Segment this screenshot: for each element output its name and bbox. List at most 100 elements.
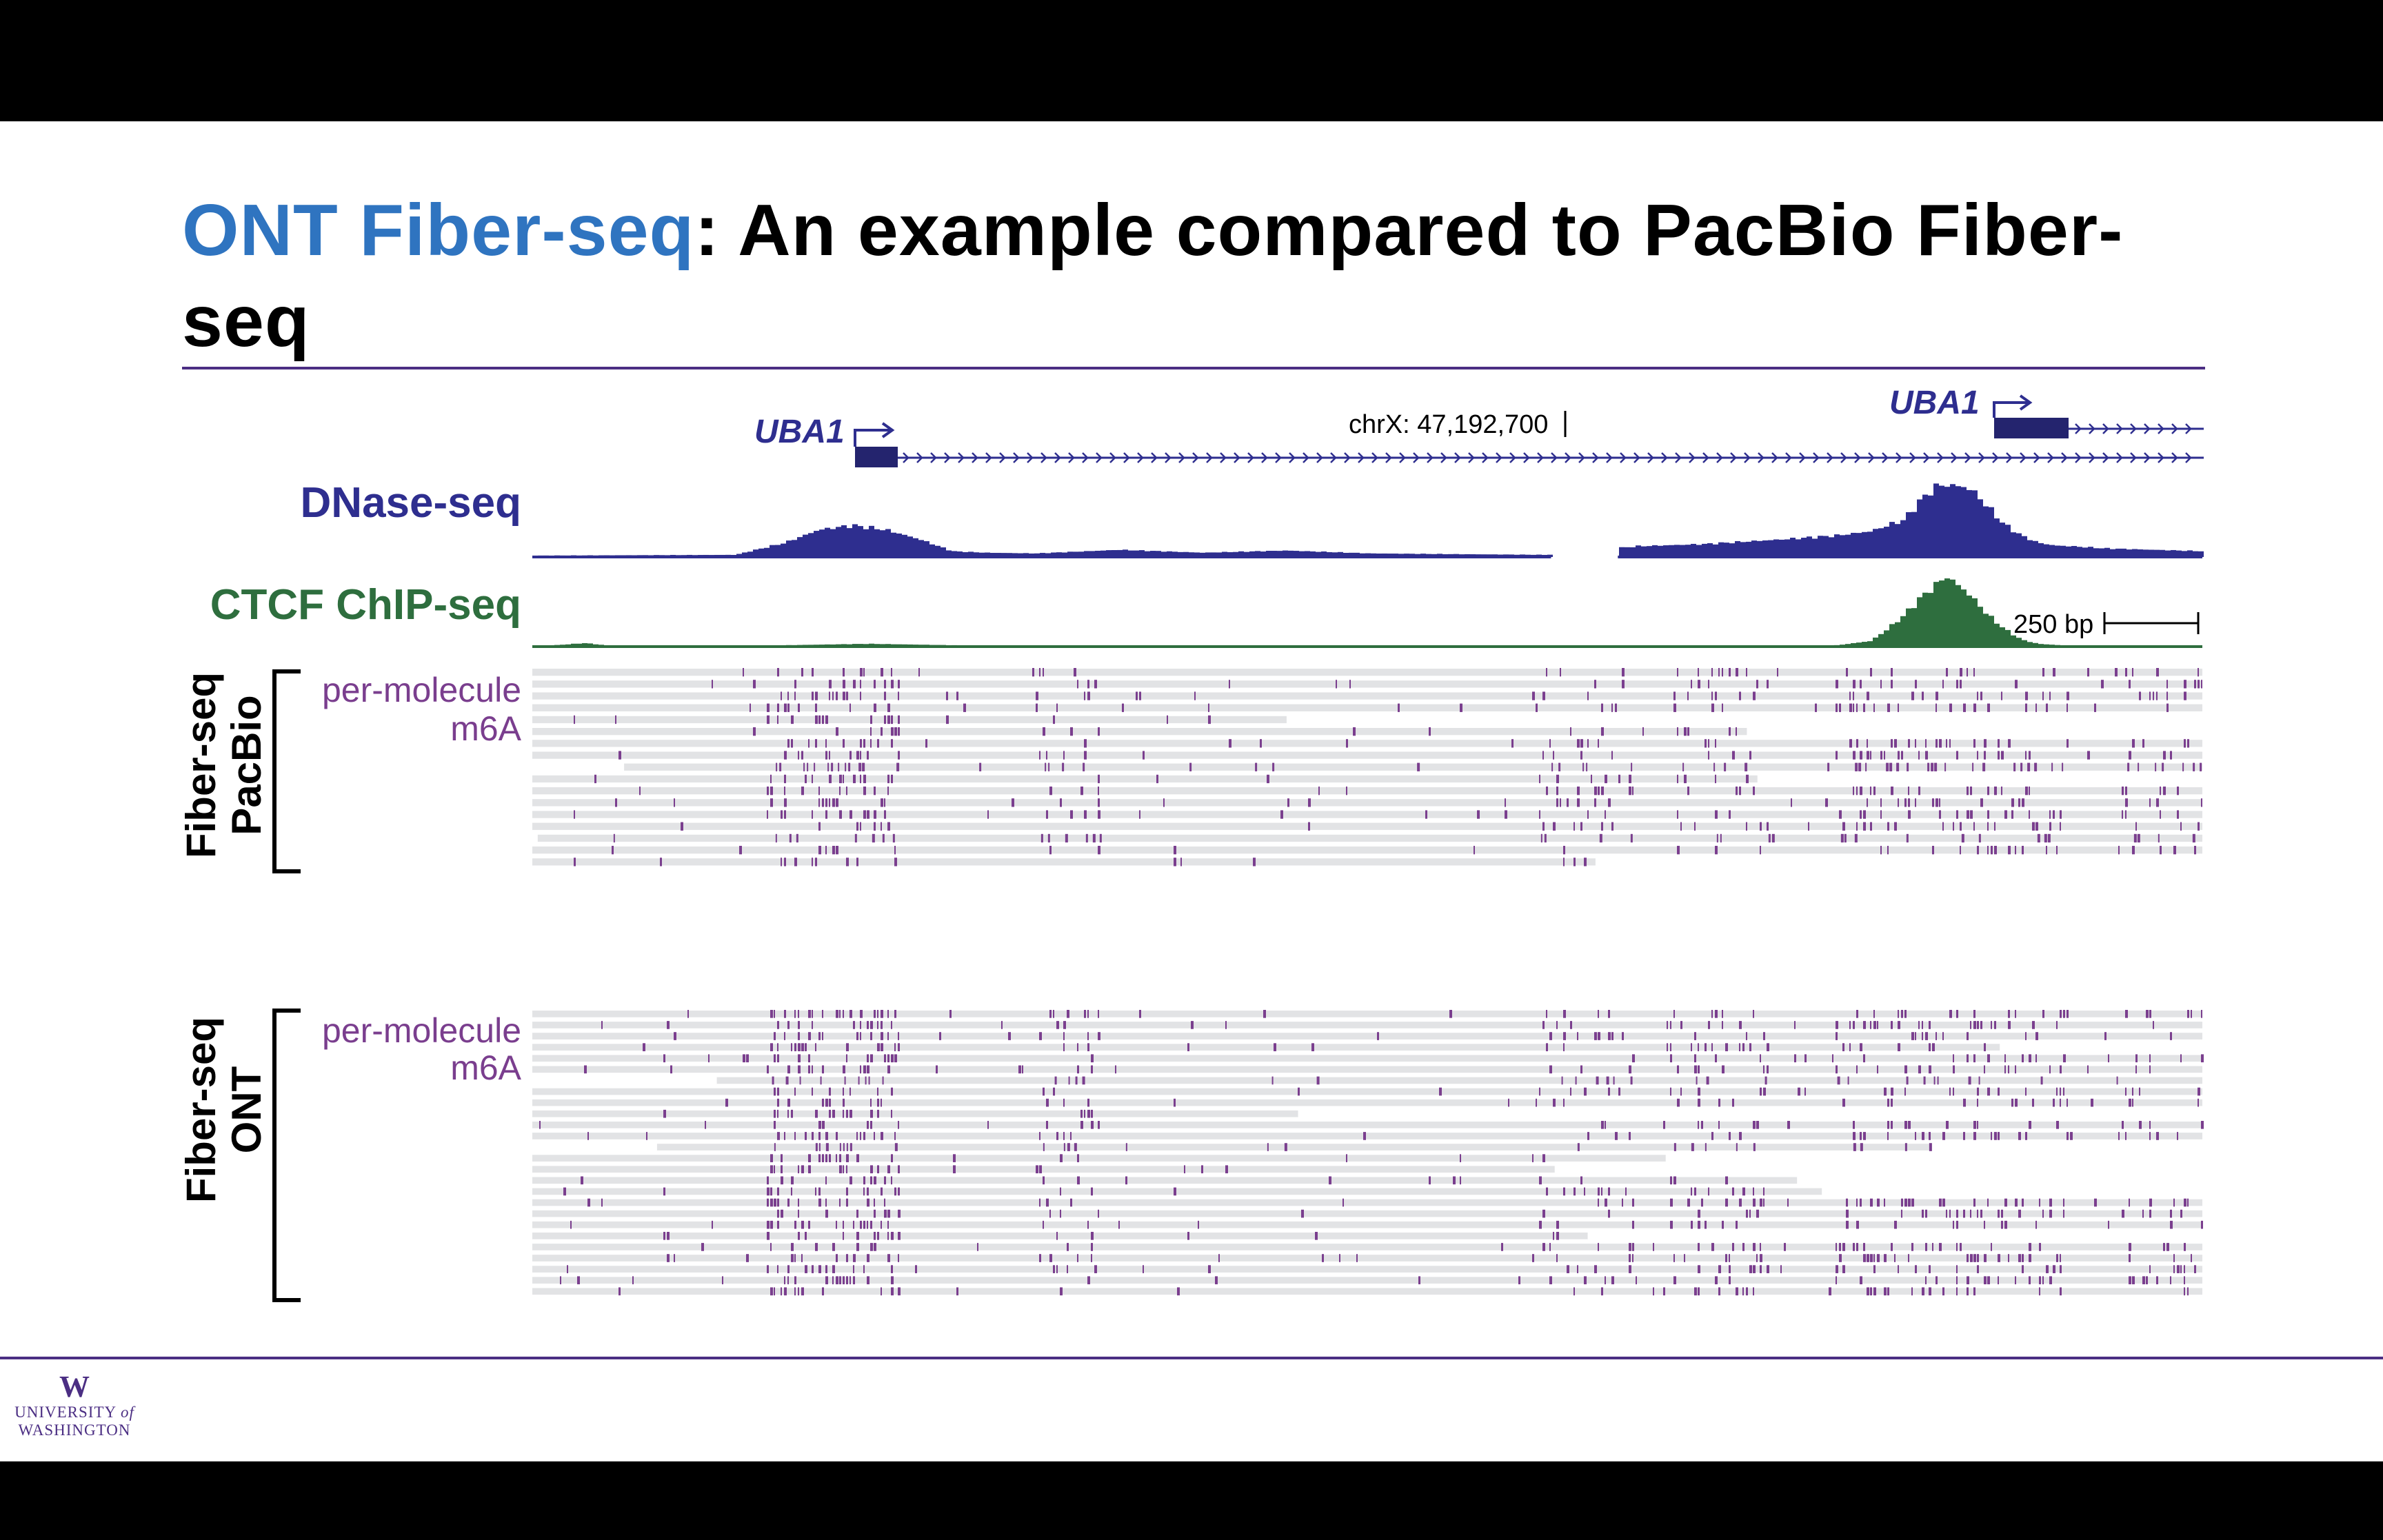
ont-m6a-mark xyxy=(1284,1143,1287,1151)
ont-m6a-mark xyxy=(1449,1010,1452,1018)
ont-m6a-mark xyxy=(849,1276,851,1285)
ont-m6a-mark xyxy=(805,1265,807,1273)
ont-m6a-mark xyxy=(1174,1187,1176,1196)
ont-m6a-mark xyxy=(870,1165,873,1174)
pacbio-m6a-mark xyxy=(1771,833,1775,843)
pacbio-m6a-mark xyxy=(2008,846,2011,855)
pacbio-m6a-mark xyxy=(1084,810,1087,819)
ont-m6a-mark xyxy=(1918,1065,1921,1074)
ont-m6a-mark xyxy=(1087,1276,1090,1285)
ont-m6a-mark xyxy=(1091,1243,1093,1251)
pacbio-m6a-mark xyxy=(818,715,821,725)
ont-m6a-mark xyxy=(825,1276,828,1285)
pacbio-m6a-mark xyxy=(1849,691,1851,700)
ont-m6a-mark xyxy=(2053,1265,2055,1273)
gene-1-name: UBA1 xyxy=(754,414,845,450)
ont-m6a-mark xyxy=(1736,1143,1738,1151)
ont-m6a-mark xyxy=(1460,1176,1461,1185)
pacbio-m6a-mark xyxy=(856,822,858,831)
dnase-bar xyxy=(1415,554,1420,557)
ctcf-bar xyxy=(1911,608,1917,647)
ont-m6a-mark xyxy=(1977,1209,1978,1218)
ont-m6a-mark xyxy=(1756,1209,1759,1218)
ont-m6a-mark xyxy=(2060,1265,2062,1273)
ont-m6a-mark xyxy=(1532,1254,1534,1262)
ont-m6a-mark xyxy=(1056,1021,1059,1029)
dnase-bar xyxy=(952,551,957,557)
ont-m6a-mark xyxy=(1077,1254,1078,1262)
intron-chevron-icon xyxy=(1730,452,1737,463)
ont-m6a-mark xyxy=(844,1076,846,1085)
ont-m6a-mark xyxy=(1994,1021,1996,1029)
dnase-bar xyxy=(1200,552,1205,557)
intron-chevron-icon xyxy=(1316,452,1323,463)
pacbio-m6a-mark xyxy=(1944,762,1947,771)
pacbio-m6a-mark xyxy=(2067,691,2069,700)
dnase-bar xyxy=(1167,551,1172,557)
ont-m6a-mark xyxy=(1629,1243,1631,1251)
dnase-bar xyxy=(1078,551,1084,557)
pacbio-m6a-mark xyxy=(1074,668,1076,677)
ont-m6a-mark xyxy=(1846,1198,1848,1207)
pacbio-m6a-mark xyxy=(781,810,783,819)
pacbio-m6a-mark xyxy=(1043,668,1044,677)
pacbio-m6a-mark xyxy=(825,715,828,725)
dnase-bar xyxy=(1845,534,1851,557)
pacbio-m6a-mark xyxy=(1551,762,1554,771)
pacbio-m6a-mark xyxy=(1854,833,1858,843)
ont-m6a-mark xyxy=(2035,1054,2037,1063)
ont-m6a-mark xyxy=(1960,1243,1962,1251)
dnase-bar xyxy=(747,551,753,557)
ont-m6a-mark xyxy=(1718,1265,1721,1273)
ont-m6a-mark xyxy=(887,1254,890,1262)
ont-m6a-mark xyxy=(794,1043,796,1051)
intron-chevron-icon xyxy=(1413,452,1420,463)
ont-m6a-mark xyxy=(1598,1010,1599,1018)
dnase-bar xyxy=(1448,554,1454,557)
ont-m6a-mark xyxy=(1977,1121,1978,1129)
ont-m6a-mark xyxy=(1601,1187,1602,1196)
pacbio-m6a-mark xyxy=(2125,787,2127,796)
ont-m6a-mark xyxy=(2173,1254,2175,1262)
dnase-bar xyxy=(1729,543,1735,557)
ont-m6a-mark xyxy=(1561,1076,1563,1085)
ont-m6a-mark xyxy=(2104,1032,2107,1040)
ont-m6a-mark xyxy=(1067,1010,1069,1018)
ont-m6a-mark xyxy=(891,1021,892,1029)
ont-m6a-mark xyxy=(1087,1098,1089,1107)
ont-m6a-mark xyxy=(1594,1032,1597,1040)
pacbio-m6a-mark xyxy=(1987,787,1989,796)
pacbio-m6a-mark xyxy=(2008,739,2011,748)
ont-m6a-mark xyxy=(822,1098,824,1107)
pacbio-m6a-mark xyxy=(1846,668,1848,677)
pacbio-m6a-mark xyxy=(812,668,814,677)
pacbio-m6a-mark xyxy=(1598,739,1599,748)
ont-m6a-mark xyxy=(1091,1121,1094,1129)
ont-read xyxy=(532,1122,2202,1128)
dnase-bar xyxy=(1829,537,1834,557)
ont-m6a-mark xyxy=(818,1265,821,1273)
ont-m6a-mark xyxy=(1060,1209,1061,1218)
ont-m6a-mark xyxy=(808,1032,811,1040)
ont-m6a-mark xyxy=(1711,1132,1713,1140)
pacbio-m6a-mark xyxy=(2166,680,2168,689)
ont-m6a-mark xyxy=(2129,1098,2131,1107)
pacbio-m6a-mark xyxy=(1736,787,1738,796)
intron-chevron-icon xyxy=(1054,452,1061,463)
pacbio-m6a-mark xyxy=(891,680,894,689)
pacbio-m6a-mark xyxy=(1932,798,1934,807)
ont-m6a-mark xyxy=(777,1043,778,1051)
ont-m6a-mark xyxy=(846,1043,849,1051)
ont-m6a-mark xyxy=(867,1254,869,1262)
dnase-bar xyxy=(1663,545,1669,557)
ctcf-bar xyxy=(2005,629,2011,647)
ont-m6a-mark xyxy=(1670,1043,1671,1051)
dnase-bar xyxy=(996,553,1001,557)
pacbio-m6a-mark xyxy=(1839,810,1842,819)
pacbio-m6a-mark xyxy=(2129,680,2131,689)
pacbio-m6a-mark xyxy=(881,668,883,677)
pacbio-m6a-mark xyxy=(2129,751,2131,760)
ont-m6a-mark xyxy=(1963,1098,1966,1107)
pacbio-group-label-line2: PacBio xyxy=(223,695,270,835)
ont-m6a-mark xyxy=(560,1276,561,1285)
